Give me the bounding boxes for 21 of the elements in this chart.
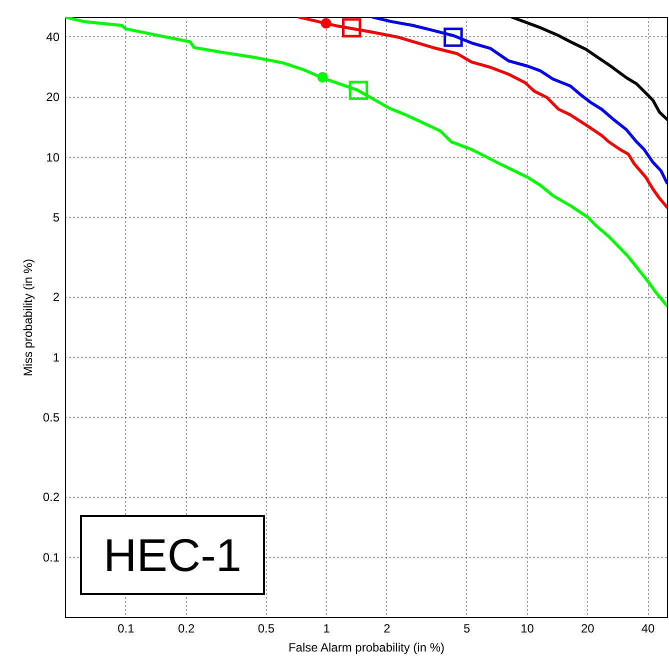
x-tick-label: 10 <box>520 622 534 636</box>
y-tick-label: 0.1 <box>42 550 60 564</box>
x-tick-label: 2 <box>384 622 391 636</box>
x-tick-label: 1 <box>323 622 330 636</box>
y-tick-label: 40 <box>46 30 60 44</box>
y-tick-label: 0.2 <box>42 490 60 504</box>
y-tick-label: 2 <box>52 290 60 304</box>
x-tick-label: 20 <box>580 622 595 636</box>
x-axis-title: False Alarm probability (in %) <box>288 640 445 654</box>
x-tick-label: 0.5 <box>258 622 275 636</box>
x-tick-label: 5 <box>463 622 470 636</box>
x-tick-label: 0.1 <box>118 622 135 636</box>
label-box: HEC-1 <box>80 515 265 595</box>
y-tick-label: 10 <box>46 150 60 164</box>
y-tick-label: 1 <box>52 350 60 364</box>
y-tick-label: 20 <box>46 90 60 104</box>
y-tick-label: 0.5 <box>42 410 60 424</box>
y-tick-label: 5 <box>52 210 60 224</box>
x-tick-label: 40 <box>641 622 656 636</box>
y-axis-title: Miss probability (in %) <box>20 258 35 376</box>
x-tick-label: 0.2 <box>178 622 195 636</box>
